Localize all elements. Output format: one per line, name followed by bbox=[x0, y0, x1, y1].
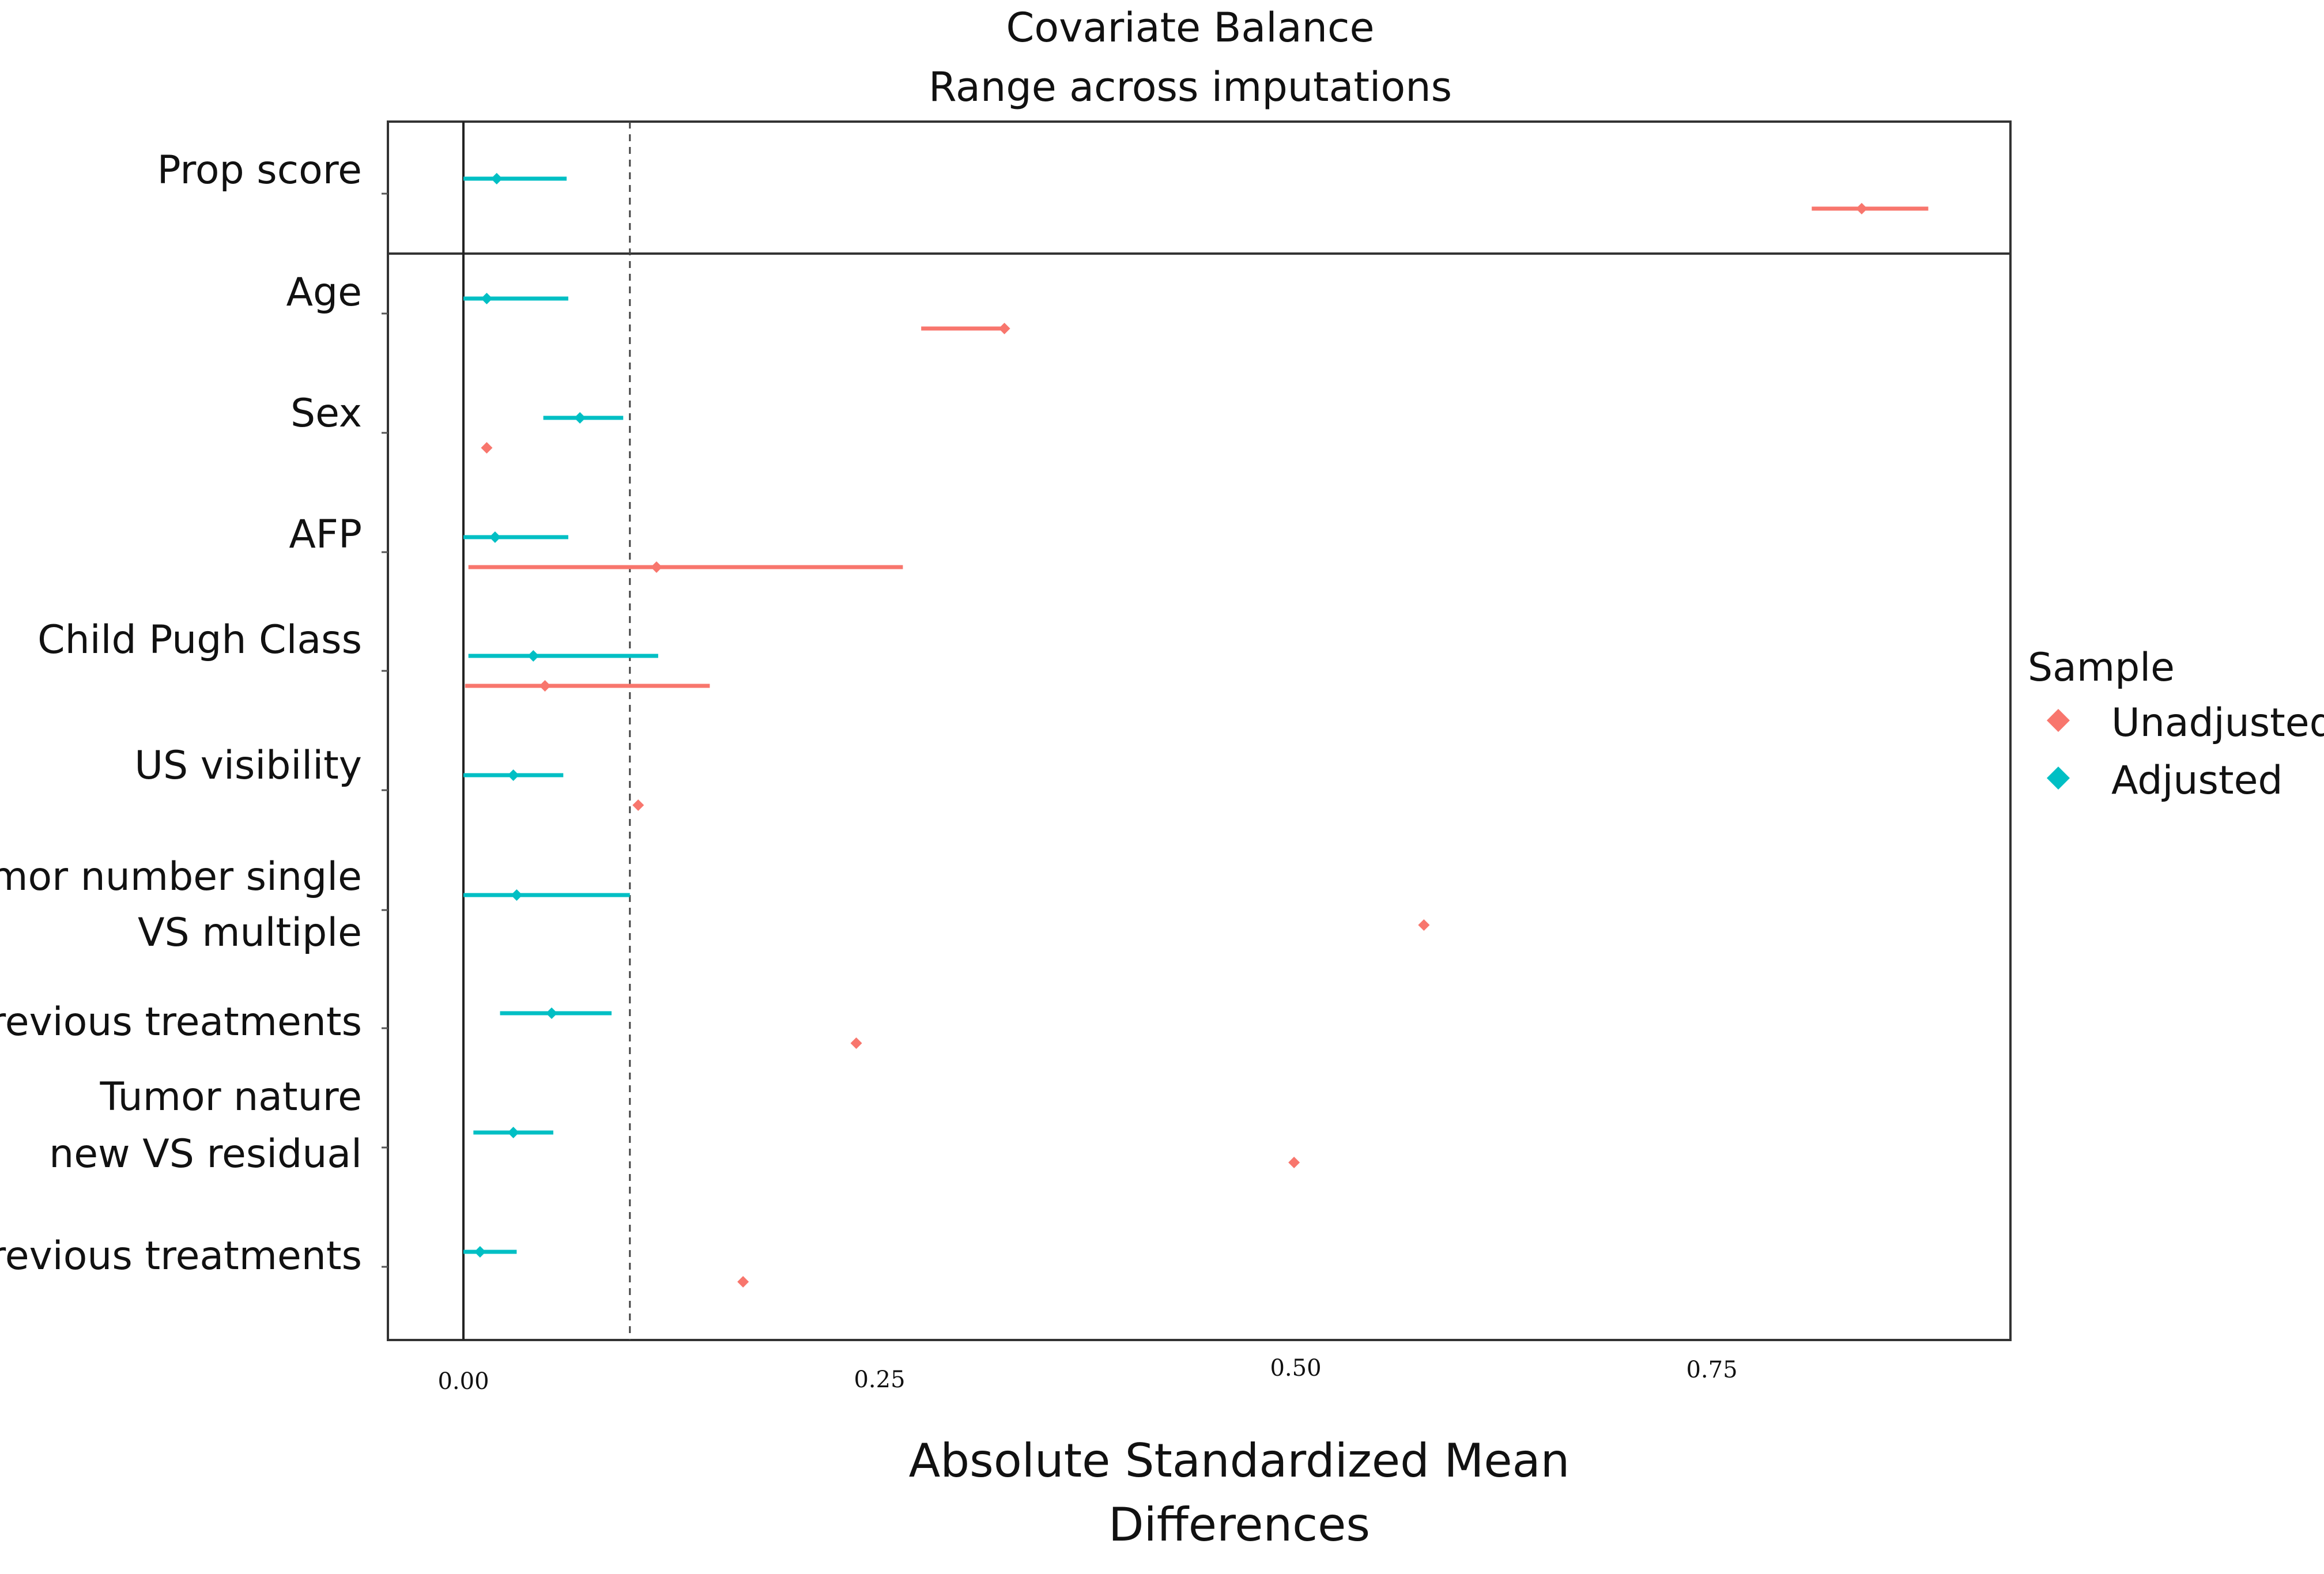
unadjusted-point bbox=[1855, 203, 1867, 214]
x-tick-label: 0.50 bbox=[1270, 1355, 1321, 1382]
plot-area: 0.00 0.25 0.50 0.75 Prop score Age Sex AFP Child… bbox=[0, 120, 2012, 1395]
covariate-label: new VS residual bbox=[49, 1131, 362, 1177]
unadjusted-point bbox=[737, 1276, 749, 1288]
adjusted-point bbox=[527, 650, 540, 662]
x-tick-label: 0.00 bbox=[437, 1368, 489, 1395]
adjusted-point bbox=[489, 531, 501, 543]
legend-label-unadjusted: Unadjusted bbox=[2111, 700, 2324, 746]
x-axis-title-line2: Differences bbox=[1108, 1498, 1370, 1552]
legend-swatch-unadjusted bbox=[2047, 709, 2070, 732]
x-tick-label: 0.75 bbox=[1686, 1357, 1737, 1383]
legend-label-adjusted: Adjusted bbox=[2111, 758, 2283, 803]
covariate-label: Previous treatments bbox=[0, 999, 362, 1045]
adjusted-point bbox=[574, 412, 586, 424]
adjusted-point bbox=[546, 1007, 558, 1019]
unadjusted-point bbox=[1288, 1157, 1300, 1168]
chart-subtitle: Range across imputations bbox=[929, 63, 1452, 111]
covariate-label: US visibility bbox=[134, 743, 362, 788]
covariate-label: Age bbox=[286, 270, 362, 315]
adjusted-point bbox=[474, 1246, 486, 1258]
covariate-label: Tumor nature bbox=[99, 1074, 362, 1120]
unadjusted-point bbox=[632, 799, 644, 811]
adjusted-point bbox=[481, 293, 493, 304]
unadjusted-point bbox=[850, 1037, 862, 1049]
legend-title: Sample bbox=[2028, 645, 2175, 690]
covariate-label: AFP bbox=[289, 512, 362, 557]
legend: Sample Unadjusted Adjusted bbox=[2028, 645, 2324, 803]
x-axis-title-line1: Absolute Standardized Mean bbox=[909, 1434, 1570, 1488]
covariate-label: VS multiple bbox=[138, 910, 362, 956]
panel-covariates bbox=[387, 252, 2012, 1341]
unadjusted-point bbox=[651, 561, 663, 573]
unadjusted-point bbox=[1418, 919, 1430, 931]
unadjusted-point bbox=[481, 442, 493, 454]
legend-swatch-adjusted bbox=[2047, 767, 2070, 790]
chart-title: Covariate Balance bbox=[1006, 4, 1374, 51]
covariate-label: Child Pugh Class bbox=[37, 617, 362, 663]
x-tick-label: 0.25 bbox=[854, 1367, 905, 1393]
adjusted-point bbox=[507, 769, 519, 781]
unadjusted-point bbox=[539, 680, 551, 692]
covariate-label: Prop score bbox=[157, 148, 362, 193]
covariate-label: Tumor number single bbox=[0, 854, 362, 900]
covariate-label: Sex bbox=[290, 391, 362, 436]
adjusted-point bbox=[511, 889, 523, 901]
covariate-label: Previous treatments bbox=[0, 1233, 362, 1279]
unadjusted-point bbox=[998, 323, 1010, 334]
adjusted-point bbox=[491, 173, 503, 184]
adjusted-point bbox=[507, 1127, 519, 1138]
